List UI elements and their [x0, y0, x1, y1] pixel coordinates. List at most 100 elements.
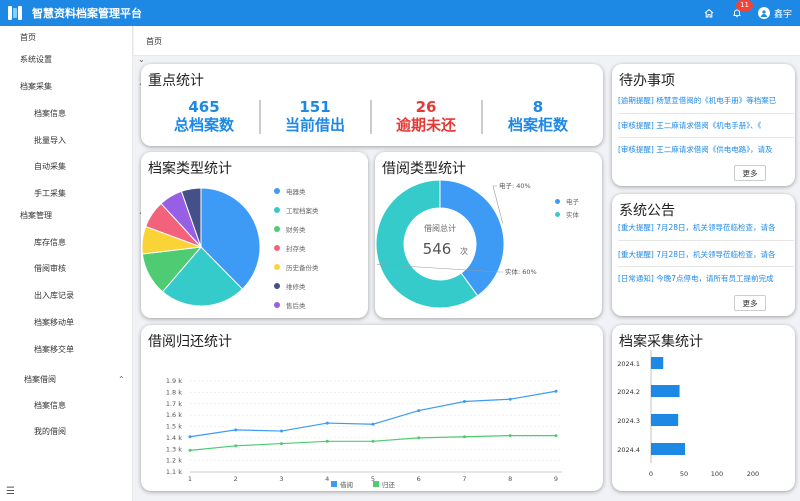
todo-item[interactable]: [逾期提醒] 杨慧宣借阅的《机电手册》等档案已 [618, 96, 777, 105]
data-point[interactable] [554, 389, 558, 393]
bar[interactable] [651, 357, 664, 369]
legend-dot [274, 207, 280, 213]
breadcrumb[interactable]: 首页 [146, 37, 162, 46]
sidebar-item-label: 批量导入 [34, 136, 66, 145]
legend-label[interactable]: 归还 [382, 480, 396, 489]
divider [618, 137, 794, 138]
sidebar-item-manual-collect[interactable]: 手工采集 [34, 188, 66, 199]
data-point[interactable] [417, 409, 421, 413]
stat-value: 151 [299, 98, 331, 116]
legend-item[interactable]: 电子 [555, 196, 579, 206]
stat-cabinets: 8 档案柜数 [483, 98, 593, 134]
x-tick-label: 1 [188, 475, 192, 483]
notice-item[interactable]: [日常通知] 今晚7点停电，请所有员工提前完成 [618, 274, 774, 283]
todo-more-button[interactable]: 更多 [734, 165, 766, 181]
bell-icon[interactable]: 11 [730, 0, 753, 20]
sidebar: 首页 系统设置⌄ 档案采集⌃ 档案信息 批量导入 自动采集 手工采集 档案管理⌃… [0, 26, 145, 501]
legend-item[interactable]: 封存类 [274, 243, 306, 253]
legend-item[interactable]: 维修类 [274, 281, 306, 291]
stat-overdue: 26 逾期未还 [371, 98, 481, 134]
card-title: 借阅类型统计 [382, 161, 466, 177]
y-tick-label: 1.3 k [166, 445, 182, 453]
card-title: 档案采集统计 [619, 334, 703, 350]
legend-item[interactable]: 财务类 [274, 224, 306, 234]
sidebar-item-handover-orders[interactable]: 档案移交单 [34, 344, 74, 355]
data-point[interactable] [188, 435, 192, 439]
divider [618, 113, 794, 114]
data-point[interactable] [417, 436, 421, 440]
card-title: 系统公告 [619, 203, 675, 219]
category-label: 2024.3 [617, 417, 640, 425]
data-point[interactable] [554, 434, 558, 438]
stat-value: 8 [532, 98, 544, 116]
notice-more-button[interactable]: 更多 [734, 295, 766, 311]
sidebar-item-archive-borrow[interactable]: 档案借阅 ⌃ [24, 374, 157, 385]
legend-item[interactable]: 实体 [555, 209, 579, 219]
legend-item[interactable]: 历史备份类 [274, 262, 319, 272]
data-point[interactable] [371, 422, 375, 426]
x-tick-label: 200 [747, 470, 759, 478]
notice-item[interactable]: [重大提醒] 7月28日，机关领导莅临检查，请各 [618, 250, 776, 259]
donut-slice-label: 实体: 60% [505, 267, 537, 276]
sidebar-item-home[interactable]: 首页 [20, 32, 36, 43]
borrow-type-card: 借阅类型统计 电子: 40% 实体: 60% 借阅总计 546 次 电子 实体 [375, 152, 602, 318]
legend-dot [274, 245, 280, 251]
data-point[interactable] [188, 448, 192, 452]
sidebar-item-system-settings[interactable]: 系统设置 ⌄ [20, 54, 153, 65]
data-point[interactable] [280, 442, 283, 446]
bar[interactable] [651, 385, 680, 397]
sidebar-item-archive-management[interactable]: 档案管理⌃ [20, 210, 153, 221]
legend-item[interactable]: 售后类 [274, 300, 306, 310]
key-stats-card: 重点统计 465 总档案数 151 当前借出 26 逾期未还 8 档案柜数 [141, 64, 603, 146]
sidebar-item-my-borrows[interactable]: 我的借阅 [34, 426, 66, 437]
data-point[interactable] [463, 435, 466, 439]
pie-slice [161, 246, 244, 307]
y-tick-label: 1.4 k [166, 434, 182, 442]
user-menu[interactable]: 鑫宇 [757, 7, 792, 20]
legend-swatch [331, 481, 337, 487]
y-tick-label: 1.5 k [166, 423, 182, 431]
donut-slice [375, 179, 479, 309]
data-point[interactable] [325, 439, 329, 443]
x-tick-label: 6 [417, 475, 421, 483]
todo-card: 待办事项 [逾期提醒] 杨慧宣借阅的《机电手册》等档案已 [审核提醒] 王二麻请… [612, 64, 795, 186]
x-tick-label: 7 [462, 475, 466, 483]
data-point[interactable] [280, 429, 283, 433]
bar[interactable] [651, 414, 679, 426]
sidebar-item-move-orders[interactable]: 档案移动单 [34, 317, 74, 328]
data-point[interactable] [234, 444, 238, 448]
sidebar-item-archive-info[interactable]: 档案信息 [34, 108, 66, 119]
legend-label[interactable]: 借阅 [340, 480, 353, 489]
data-point[interactable] [325, 421, 329, 425]
legend-label: 电器类 [286, 188, 306, 196]
home-icon[interactable] [702, 6, 716, 20]
data-point[interactable] [463, 399, 466, 403]
data-point[interactable] [234, 428, 238, 432]
todo-item[interactable]: [审核提醒] 王二麻请求借阅《供电电路》，请及 [618, 145, 773, 154]
bar[interactable] [651, 443, 685, 455]
todo-item[interactable]: [审核提醒] 王二麻请求借阅《机电手册》、《 [618, 121, 762, 130]
notice-item[interactable]: [重大提醒] 7月28日，机关领导莅临检查，请各 [618, 223, 776, 232]
legend-item[interactable]: 工程档案类 [274, 205, 319, 215]
borrow-type-donut: 电子: 40% 实体: 60% 借阅总计 546 次 [375, 179, 537, 309]
collection-card: 档案采集统计 2024.1 2024.2 2024.3 2024.4 0 50 100 200 [612, 325, 795, 491]
sidebar-item-inventory[interactable]: 库存信息 [34, 237, 66, 248]
menu-icon[interactable]: ☰ [6, 486, 15, 497]
series-line [189, 390, 557, 438]
sidebar-item-batch-import[interactable]: 批量导入 [34, 135, 66, 146]
sidebar-item-archive-collection[interactable]: 档案采集⌃ [20, 81, 153, 92]
sidebar-item-borrow-review[interactable]: 借阅审核 [34, 263, 66, 274]
sidebar-item-borrow-archive-info[interactable]: 档案信息 [34, 400, 66, 411]
data-point[interactable] [508, 434, 512, 438]
sidebar-item-auto-collect[interactable]: 自动采集 [34, 161, 66, 172]
archive-type-pie [141, 187, 261, 307]
data-point[interactable] [508, 397, 512, 401]
stat-label: 逾期未还 [395, 116, 456, 134]
donut-slice-label: 电子: 40% [499, 181, 531, 190]
app-title: 智慧资料档案管理平台 [32, 7, 142, 20]
sidebar-item-in-out-records[interactable]: 出入库记录 [34, 290, 74, 301]
sidebar-item-label: 档案移交单 [34, 345, 74, 354]
top-header: 智慧资料档案管理平台 11 鑫宇 [0, 0, 800, 26]
legend-item[interactable]: 电器类 [274, 186, 306, 196]
data-point[interactable] [371, 439, 375, 443]
